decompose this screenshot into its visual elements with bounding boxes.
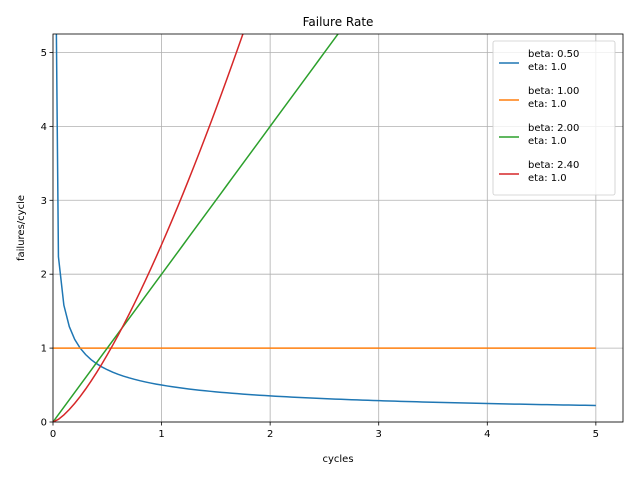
y-axis-label: failures/cycle [16, 195, 27, 261]
chart-title: Failure Rate [303, 15, 374, 29]
series-lines [53, 34, 596, 422]
y-tick-label: 0 [41, 418, 47, 429]
legend-box [492, 40, 616, 196]
x-tick-label: 2 [267, 429, 273, 440]
series-line-1 [55, 34, 596, 407]
legend-label-1: beta: 0.50 eta: 1.0 [528, 49, 579, 73]
x-axis-label: cycles [322, 454, 353, 465]
y-tick-label: 1 [41, 344, 47, 355]
legend: beta: 0.50 eta: 1.0 beta: 1.00 eta: 1.0 beta… [492, 40, 616, 196]
x-tick-label: 3 [376, 429, 382, 440]
legend-label-2: beta: 1.00 eta: 1.0 [528, 86, 579, 110]
x-tick-label: 5 [593, 429, 599, 440]
y-tick-label: 3 [41, 196, 47, 207]
series-line-3 [53, 34, 339, 422]
legend-label-3: beta: 2.00 eta: 1.0 [528, 123, 579, 147]
y-tick-label: 4 [41, 122, 47, 133]
x-tick-label: 4 [484, 429, 490, 440]
plot-frame [52, 33, 624, 423]
y-tick-label: 5 [41, 48, 47, 59]
x-axis-ticks: 0 1 2 3 4 5 [50, 422, 599, 440]
y-tick-label: 2 [41, 270, 47, 281]
x-tick-label: 1 [158, 429, 164, 440]
x-tick-label: 0 [50, 429, 56, 440]
legend-label-4: beta: 2.40 eta: 1.0 [528, 160, 579, 184]
series-line-4 [53, 34, 244, 422]
y-axis-ticks: 0 1 2 3 4 5 [41, 48, 53, 429]
